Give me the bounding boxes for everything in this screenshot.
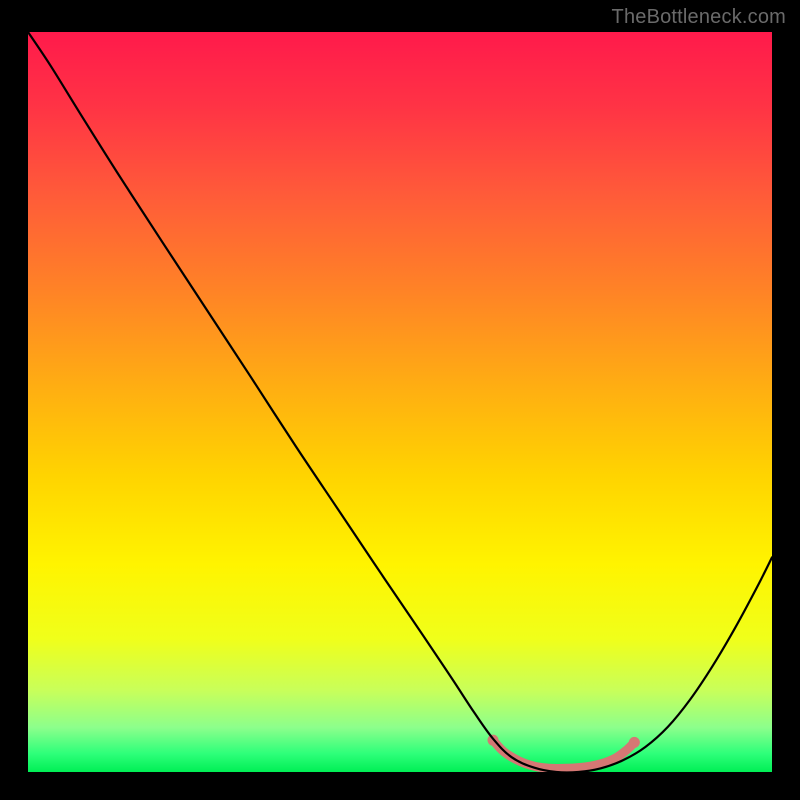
plot-svg <box>28 32 772 772</box>
plot-area <box>28 32 772 772</box>
chart-container: TheBottleneck.com <box>0 0 800 800</box>
watermark-text: TheBottleneck.com <box>612 6 786 29</box>
gradient-background <box>28 32 772 772</box>
highlight-end-marker <box>629 737 640 748</box>
